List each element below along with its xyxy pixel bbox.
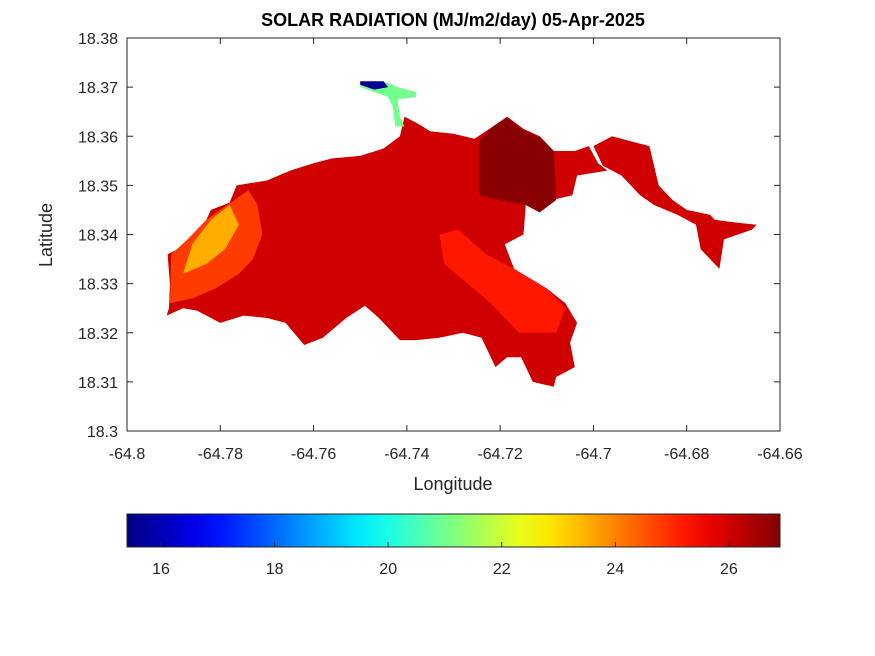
region-northeast-dark: [479, 117, 557, 213]
y-axis-label: Latitude: [36, 203, 56, 267]
colorbar-tick-label: 20: [379, 561, 397, 578]
chart-title: SOLAR RADIATION (MJ/m2/day) 05-Apr-2025: [261, 10, 645, 30]
y-tick-label: 18.36: [78, 129, 118, 146]
colorbar-tick-label: 22: [493, 561, 511, 578]
y-tick-label: 18.32: [78, 326, 118, 343]
y-tick-label: 18.37: [78, 80, 118, 97]
colorbar-tick-label: 26: [720, 561, 738, 578]
y-axis: 18.3 18.31 18.32 18.33 18.34 18.35 18.36 18.37 1…: [78, 31, 780, 441]
x-axis: -64.8 -64.78 -64.76 -64.74 -64.72 -64.7 -64.68…: [109, 38, 803, 463]
heatmap-regions: [166, 81, 757, 387]
region-south-bay-east: [439, 229, 566, 333]
x-tick-label: -64.8: [109, 446, 146, 463]
region-east-tail: [593, 136, 757, 269]
x-tick-label: -64.72: [477, 446, 522, 463]
y-tick-label: 18.35: [78, 178, 118, 195]
y-tick-label: 18.33: [78, 277, 118, 294]
colorbar-tick-label: 24: [606, 561, 624, 578]
y-tick-label: 18.34: [78, 228, 118, 245]
y-tick-label: 18.38: [78, 31, 118, 48]
colorbar-tick-label: 18: [266, 561, 284, 578]
x-tick-label: -64.78: [198, 446, 243, 463]
colorbar-tick-label: 16: [152, 561, 170, 578]
x-axis-label: Longitude: [413, 474, 492, 494]
region-north-finger: [360, 81, 417, 127]
x-tick-label: -64.76: [291, 446, 336, 463]
region-west-core: [183, 205, 239, 274]
colorbar: [126, 513, 781, 548]
region-north-finger-tip: [360, 81, 389, 90]
y-tick-label: 18.3: [87, 424, 118, 441]
y-tick-label: 18.31: [78, 375, 118, 392]
x-tick-label: -64.74: [384, 446, 429, 463]
x-tick-label: -64.68: [664, 446, 709, 463]
x-tick-label: -64.66: [757, 446, 802, 463]
x-tick-label: -64.7: [575, 446, 612, 463]
colorbar-ticks: 16 18 20 22 24 26: [152, 542, 738, 578]
